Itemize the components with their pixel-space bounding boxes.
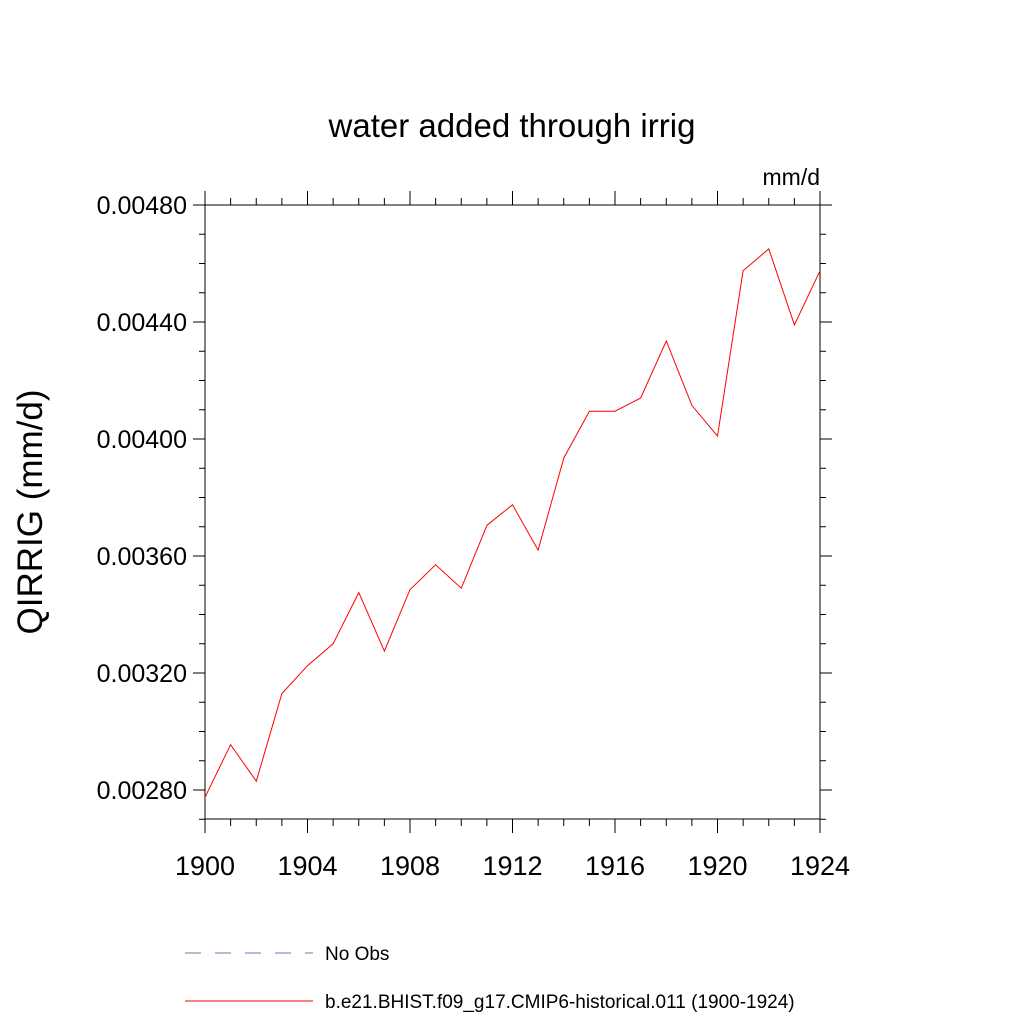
axis-ticks: 0.00280 0.00320 0.00360 0.00400 0.00440 0.004… xyxy=(97,191,850,881)
y-tick-label: 0.00280 xyxy=(97,777,187,805)
x-tick-label: 1908 xyxy=(380,851,440,881)
x-tick-label: 1904 xyxy=(277,851,337,881)
series-line xyxy=(204,248,821,798)
legend-label: No Obs xyxy=(325,944,389,965)
chart-title: water added through irrig xyxy=(328,107,696,144)
y-axis-label: QIRRIG (mm/d) xyxy=(11,390,50,635)
legend-label: b.e21.BHIST.f09_g17.CMIP6-historical.011… xyxy=(325,992,795,1013)
plot-frame xyxy=(204,204,821,820)
y-tick-label: 0.00400 xyxy=(97,426,187,454)
x-tick-label: 1916 xyxy=(585,851,645,881)
x-tick-label: 1920 xyxy=(687,851,747,881)
y-tick-label: 0.00320 xyxy=(97,660,187,688)
units-label: mm/d xyxy=(763,164,821,190)
y-tick-label: 0.00360 xyxy=(97,543,187,571)
x-tick-label: 1924 xyxy=(790,851,850,881)
x-tick-label: 1900 xyxy=(175,851,235,881)
y-tick-label: 0.00440 xyxy=(97,309,187,337)
x-tick-label: 1912 xyxy=(482,851,542,881)
legend: No Obs b.e21.BHIST.f09_g17.CMIP6-historic… xyxy=(185,944,795,1013)
y-tick-label: 0.00480 xyxy=(97,192,187,220)
series-lines xyxy=(204,248,821,798)
